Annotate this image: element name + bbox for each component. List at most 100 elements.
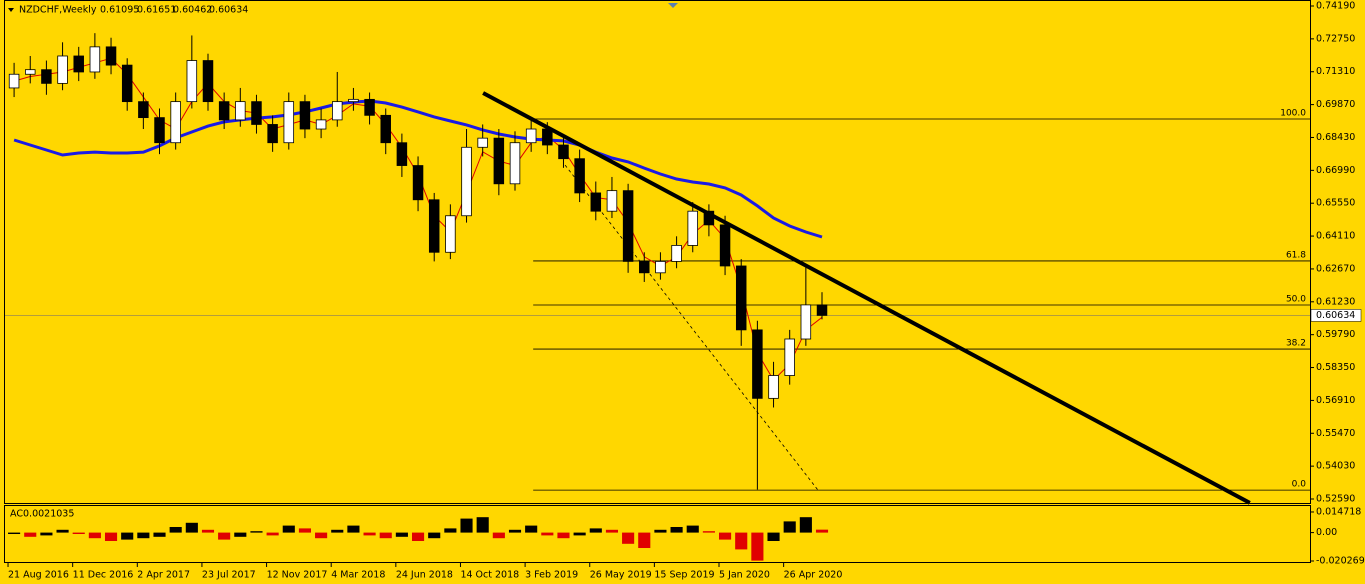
candle-body [299,101,311,130]
indicator-bar [266,532,279,536]
candle-body [315,119,327,130]
indicator-bar [363,532,376,536]
candle-body [752,329,763,399]
symbol-menu-icon[interactable] [8,8,14,12]
candle-body [687,210,698,246]
indicator-bar [444,528,457,533]
x-tick-label: 11 Dec 2016 [73,570,134,581]
indicator-bar [153,532,166,537]
indicator-bar [605,529,619,533]
candle-body [622,190,634,262]
candle-body [202,60,214,103]
y-tick-label: 0.65550 [1316,198,1355,209]
y-tick-label: 0.56910 [1316,395,1355,406]
y-tick-label: 0.58350 [1316,362,1355,373]
candle-body [251,101,262,125]
indicator-bar [589,528,602,533]
indicator-bar [654,529,667,533]
indicator-bar [282,525,295,533]
y-tick-label: 0.61230 [1316,296,1355,307]
main-panel-border [4,0,1311,504]
candle-body [606,190,618,212]
candle-body [768,375,779,399]
indicator-bar [169,526,182,533]
indicator-bar [24,532,37,537]
x-tick-label: 3 Feb 2019 [525,570,578,581]
indicator-bar [525,525,538,533]
candle-body [428,199,440,253]
candle-body [816,304,828,316]
indicator-bar [8,532,21,534]
trend-line [482,91,1251,505]
indicator-bar [783,521,796,533]
indicator-bar [508,529,522,533]
header-high: 0.61651 [137,5,176,16]
y-tick-label: 0.62670 [1316,263,1355,274]
current-price-box [1310,309,1362,322]
candle-body [186,60,198,103]
x-tick-label: 15 Sep 2019 [654,570,714,581]
indicator-bar [492,532,505,539]
header-low: 0.60462 [173,5,212,16]
indicator-value: 0.0021035 [23,509,74,520]
indicator-bar [40,532,53,536]
indicator-bar [298,528,312,533]
fib-level-label: 50.0 [1286,294,1306,304]
fib-level-label: 0.0 [1292,480,1307,490]
x-tick-label: 23 Jul 2017 [202,570,256,581]
x-tick-label: 2 Apr 2017 [137,570,190,581]
candle-body [170,101,181,144]
dashed-line [564,164,819,491]
candle-body [154,117,165,144]
y-tick-label: 0.72750 [1316,33,1355,44]
candle-body [218,101,230,121]
indicator-bar [250,531,263,533]
indicator-bar [638,532,651,549]
indicator-bar [476,517,489,533]
candle-body [380,114,391,144]
x-tick-label: 21 Aug 2016 [8,570,69,581]
indicator-bar [541,532,554,536]
indicator-bar [234,532,247,537]
indicator-bar [670,526,683,533]
indicator-bar [557,532,570,539]
indicator-bar [686,525,699,533]
candle-body [719,224,731,267]
candle-body [235,101,246,121]
indicator-tick-label: 0.00 [1316,527,1337,538]
indicator-bar [379,532,392,539]
indicator-bar [185,522,198,533]
candle-body [509,142,521,185]
x-tick-label: 26 Apr 2020 [784,570,843,581]
candle-body [784,338,795,376]
candle-body [105,46,117,66]
candle-body [283,101,295,144]
shift-marker [668,3,678,8]
candle-body [558,144,569,160]
indicator-bar [735,532,748,550]
candle-body [671,245,682,262]
x-tick-label: 26 May 2019 [590,570,652,581]
indicator-tick-label: 0.014718 [1316,506,1361,517]
indicator-bar [88,532,101,539]
indicator-bar [201,529,215,533]
moving-average [13,99,823,239]
candle-body [121,64,133,103]
candle-body [639,261,650,274]
current-price-label: 0.60634 [1316,310,1355,321]
x-tick-label: 12 Nov 2017 [267,570,328,581]
x-tick-label: 4 Mar 2018 [331,570,385,581]
candle-body [348,98,359,103]
candle-body [25,69,36,75]
candle-body [445,215,456,253]
y-tick-label: 0.59790 [1316,329,1355,340]
indicator-bar [315,532,328,539]
indicator-bar [622,532,635,544]
fib-level-label: 100.0 [1280,108,1306,118]
candle-body [542,128,553,146]
candle-body [525,128,537,144]
y-tick-label: 0.71310 [1316,66,1355,77]
candle-body [138,101,149,119]
